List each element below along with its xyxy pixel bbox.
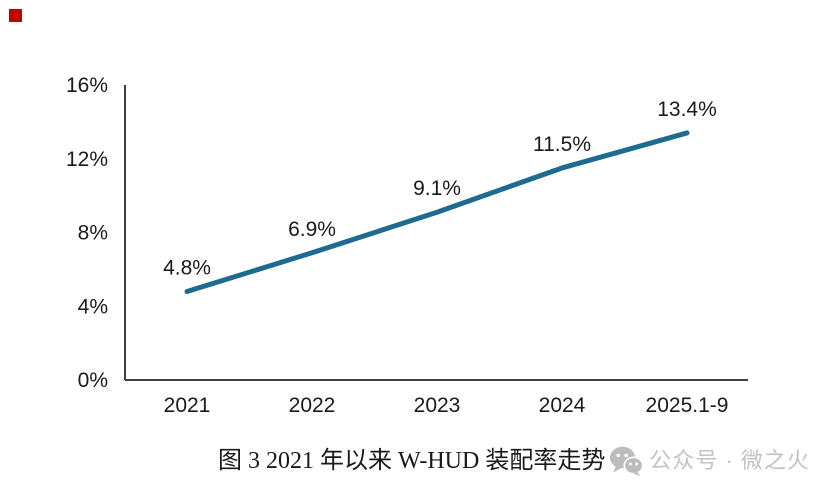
data-label: 9.1%	[413, 177, 461, 200]
caption-row: 图 3 2021 年以来 W-HUD 装配率走势 公众号 · 微之火	[218, 444, 810, 478]
data-label: 11.5%	[533, 133, 591, 156]
data-label: 13.4%	[657, 98, 717, 121]
data-label: 6.9%	[288, 218, 336, 241]
wechat-icon	[610, 446, 644, 476]
y-tick-label: 16%	[66, 74, 108, 97]
x-tick-label: 2023	[414, 394, 461, 417]
y-tick-label: 0%	[78, 369, 108, 392]
y-tick-label: 8%	[78, 222, 108, 245]
trend-line	[184, 130, 690, 294]
y-tick-label: 4%	[78, 295, 108, 318]
data-label: 4.8%	[163, 257, 211, 280]
y-tick-label: 12%	[66, 148, 108, 171]
watermark: 公众号 · 微之火	[649, 448, 810, 473]
figure-caption: 图 3 2021 年以来 W-HUD 装配率走势	[218, 448, 606, 474]
x-tick-label: 2025.1-9	[646, 394, 729, 417]
x-tick-label: 2024	[539, 394, 586, 417]
x-tick-label: 2021	[164, 394, 211, 417]
red-square-marker	[9, 9, 22, 22]
x-tick-label: 2022	[289, 394, 336, 417]
